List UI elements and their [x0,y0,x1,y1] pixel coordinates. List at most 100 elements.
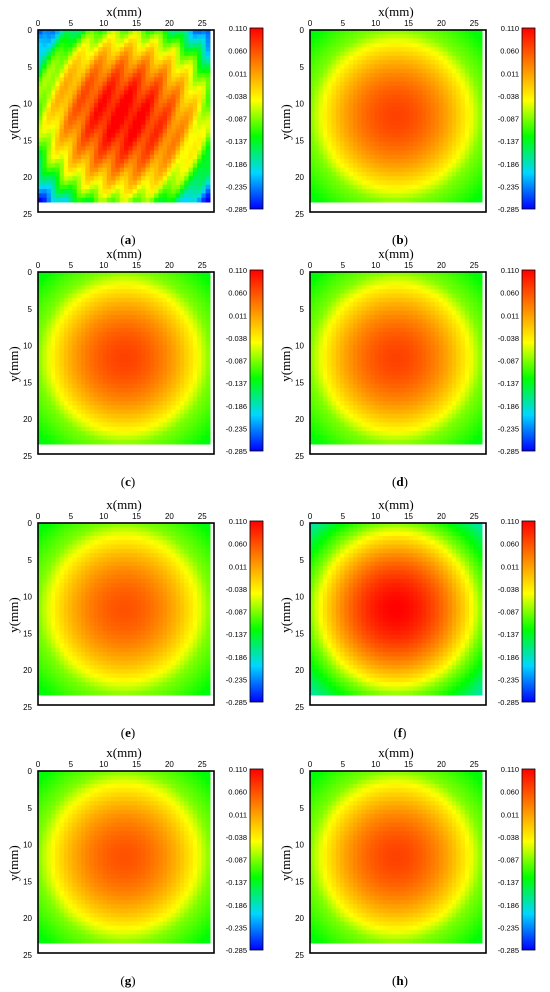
heatmap-cell [179,418,185,423]
heatmap-cell [430,167,436,173]
heatmap-cell [81,426,86,432]
heatmap-cell [63,306,69,312]
heatmap-cell [119,409,125,415]
heatmap-cell [314,280,320,286]
heatmap-cell [184,370,189,376]
heatmap-cell [426,111,431,117]
heatmap-cell [417,64,423,70]
heatmap-cell [115,38,121,44]
heatmap-cell [46,375,52,380]
heatmap-cell [106,38,112,44]
heatmap-cell [149,340,155,346]
heatmap-cell [50,64,56,70]
heatmap-cell [188,107,194,113]
heatmap-cell [469,124,474,130]
heatmap-cell [46,289,52,294]
heatmap-cell [357,120,363,126]
heatmap-cell [175,327,181,333]
heatmap-cell [63,128,69,134]
heatmap-cell [141,98,146,104]
heatmap-cell [102,128,108,134]
y-tick-label: 20 [295,173,304,182]
heatmap-cell [145,388,151,393]
heatmap-cell [76,362,82,368]
heatmap-cell [68,401,73,406]
heatmap-cell [102,353,108,359]
heatmap-cell [162,163,168,169]
heatmap-cell [46,42,52,48]
heatmap-cell [179,137,185,143]
heatmap-cell [327,171,332,177]
heatmap-cell [85,379,91,385]
heatmap-cell [145,55,151,61]
heatmap-cell [167,358,172,363]
heatmap-cell [132,55,138,61]
heatmap-cell [456,73,461,78]
heatmap-cell [38,422,43,428]
heatmap-cell [383,85,388,91]
heatmap-cell [374,38,380,44]
heatmap-cell [89,77,95,83]
heatmap-cell [314,38,320,44]
heatmap-cell [132,345,138,350]
heatmap-cell [145,159,151,164]
heatmap-cell [331,184,337,190]
heatmap-cell [473,124,479,130]
heatmap-cell [128,180,134,186]
heatmap-cell [460,189,466,194]
heatmap-cell [98,73,103,78]
heatmap-cell [132,302,138,307]
heatmap-cell [184,280,189,286]
heatmap-cell [331,180,337,186]
heatmap-cell [76,103,82,108]
heatmap-cell [141,297,146,303]
heatmap-cell [42,358,48,363]
heatmap-cell [136,439,142,445]
heatmap-cell [38,47,43,52]
heatmap-cell [141,319,146,325]
heatmap-cell [205,120,211,126]
heatmap-cell [167,297,172,303]
heatmap-cell [344,128,350,134]
heatmap-cell [408,68,414,74]
heatmap-cell [197,38,202,44]
heatmap-cell [179,362,185,368]
heatmap-cell [327,116,332,121]
heatmap-cell [456,167,461,173]
heatmap-cell [370,124,375,130]
heatmap-cell [310,124,315,130]
heatmap-cell [175,370,181,376]
heatmap-cell [430,137,436,143]
heatmap-cell [171,280,177,286]
heatmap-cell [72,30,78,35]
heatmap-cell [76,146,82,151]
heatmap-cell [451,107,457,113]
heatmap-cell [63,159,69,164]
heatmap-cell [55,116,60,121]
heatmap-cell [136,272,142,277]
heatmap-cell [38,42,43,48]
heatmap-cell [201,184,207,190]
heatmap-cell [310,42,315,48]
heatmap-cell [111,124,116,130]
heatmap-cell [447,55,453,61]
heatmap-cell [59,184,65,190]
heatmap-cell [464,47,470,52]
heatmap-cell [119,310,125,316]
heatmap-cell [378,68,384,74]
heatmap-cell [473,38,479,44]
heatmap-cell [158,345,164,350]
heatmap-cell [197,163,202,169]
heatmap-cell [201,401,207,406]
heatmap-cell [98,47,103,52]
heatmap-cell [158,302,164,307]
heatmap-cell [378,272,384,277]
heatmap-cell [167,159,172,164]
heatmap-cell [205,302,211,307]
heatmap-cell [106,426,112,432]
heatmap-cell [93,405,99,411]
heatmap-cell [111,163,116,169]
heatmap-cell [111,289,116,294]
heatmap-cell [396,197,401,203]
heatmap-cell [98,163,103,169]
